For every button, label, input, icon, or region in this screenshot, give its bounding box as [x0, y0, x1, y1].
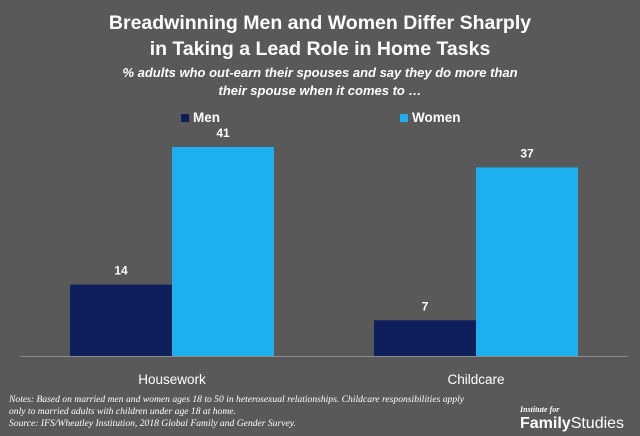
notes-line-2: only to married adults with children und… — [9, 406, 236, 417]
notes-line-1: Notes: Based on married men and women ag… — [9, 394, 465, 405]
legend-label-men: Men — [193, 110, 220, 125]
bar-men-housework — [70, 284, 172, 356]
x-tick-label: Housework — [138, 372, 206, 387]
legend-women: Women — [400, 110, 461, 125]
logo-small-text: Institute for — [520, 405, 560, 414]
bar-men-childcare — [374, 320, 476, 356]
title-line-1: Breadwinning Men and Women Differ Sharpl… — [108, 12, 532, 34]
chart-subtitle: % adults who out-earn their spouses and … — [0, 64, 640, 100]
data-label: 37 — [520, 146, 534, 160]
data-label: 7 — [422, 299, 429, 313]
bar-women-childcare — [476, 167, 578, 356]
subtitle-line-2: their spouse when it comes to … — [218, 83, 422, 98]
legend-label-women: Women — [412, 110, 461, 125]
data-label: 41 — [216, 126, 230, 140]
bar-women-housework — [172, 147, 274, 356]
logo-regular-text: Studies — [570, 415, 625, 432]
data-label: 14 — [114, 264, 128, 278]
legend-swatch-women — [400, 113, 408, 122]
ifs-logo: Institute for FamilyStudies — [520, 405, 632, 434]
subtitle-line-1: % adults who out-earn their spouses and … — [122, 65, 518, 80]
chart-title: Breadwinning Men and Women Differ Sharpl… — [0, 10, 640, 62]
source-line: Source: IFS/Wheatley Institution, 2018 G… — [9, 418, 296, 429]
notes: Notes: Based on married men and women ag… — [9, 394, 509, 430]
legend-men: Men — [181, 110, 220, 125]
logo-bold-text: Family — [520, 415, 571, 432]
title-line-2: in Taking a Lead Role in Home Tasks — [149, 38, 491, 60]
legend-swatch-men — [181, 113, 189, 122]
x-tick-label: Childcare — [447, 372, 504, 387]
